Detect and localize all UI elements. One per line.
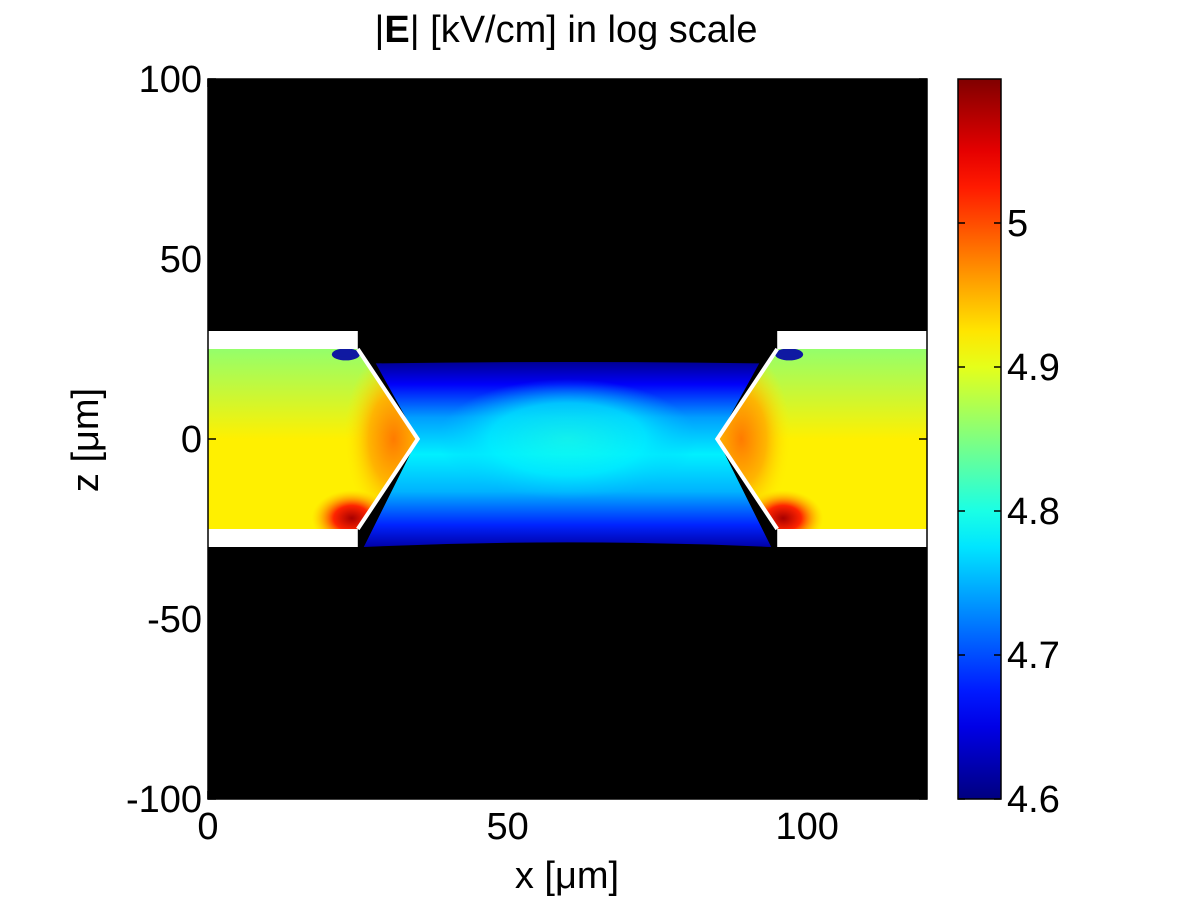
- x-tick-label: 100: [775, 806, 838, 848]
- x-axis-label: x [μm]: [515, 855, 619, 897]
- colorbar-tick-label: 4.8: [1007, 491, 1060, 533]
- electrode-layer: [208, 331, 927, 547]
- y-tick-label: 0: [181, 419, 202, 461]
- chart-title-bold: E: [384, 9, 409, 51]
- electrode-right-band: [777, 529, 927, 547]
- y-tick-label: 100: [139, 59, 202, 101]
- colorbar-tick-label: 4.6: [1007, 779, 1060, 821]
- electrode-right-band: [777, 331, 927, 349]
- y-axis-ticks: 100 50 0 -50 -100: [126, 59, 927, 821]
- field-right-top-low: [775, 348, 804, 361]
- colorbar: [957, 78, 1002, 800]
- electrode-left-wedge: [356, 347, 421, 531]
- chart-title: |E| [kV/cm] in log scale: [374, 9, 757, 51]
- x-tick-label: 50: [486, 806, 528, 848]
- colorbar-ticks: 4.6 4.7 4.8 4.9 5: [958, 203, 1060, 821]
- electrode-left-band: [208, 331, 358, 349]
- field-left-top-low: [331, 348, 360, 361]
- field-left-corner-max: [311, 490, 392, 529]
- x-axis-ticks: 0 50 100: [197, 79, 839, 848]
- colorbar-tick-label: 5: [1007, 203, 1028, 245]
- electrode-left-band: [208, 529, 358, 547]
- field-left-tip-hotspot: [343, 349, 418, 529]
- y-axis-label: z [μm]: [65, 388, 107, 492]
- field-right-corner-max: [743, 490, 824, 529]
- field-layer: [208, 348, 927, 547]
- y-tick-label: -100: [126, 779, 202, 821]
- colorbar-tick-label: 4.9: [1007, 347, 1060, 389]
- field-center-glow: [437, 379, 698, 499]
- chart-title-pre: |: [374, 9, 384, 51]
- x-tick-label: 0: [197, 806, 218, 848]
- y-tick-label: 50: [160, 239, 202, 281]
- chart-title-post: | [kV/cm] in log scale: [410, 9, 758, 51]
- plot-area: [208, 79, 927, 799]
- y-tick-label: -50: [147, 599, 202, 641]
- field-right-tip-hotspot: [717, 349, 792, 529]
- electrode-right-wedge: [714, 347, 779, 531]
- colorbar-tick-label: 4.7: [1007, 635, 1060, 677]
